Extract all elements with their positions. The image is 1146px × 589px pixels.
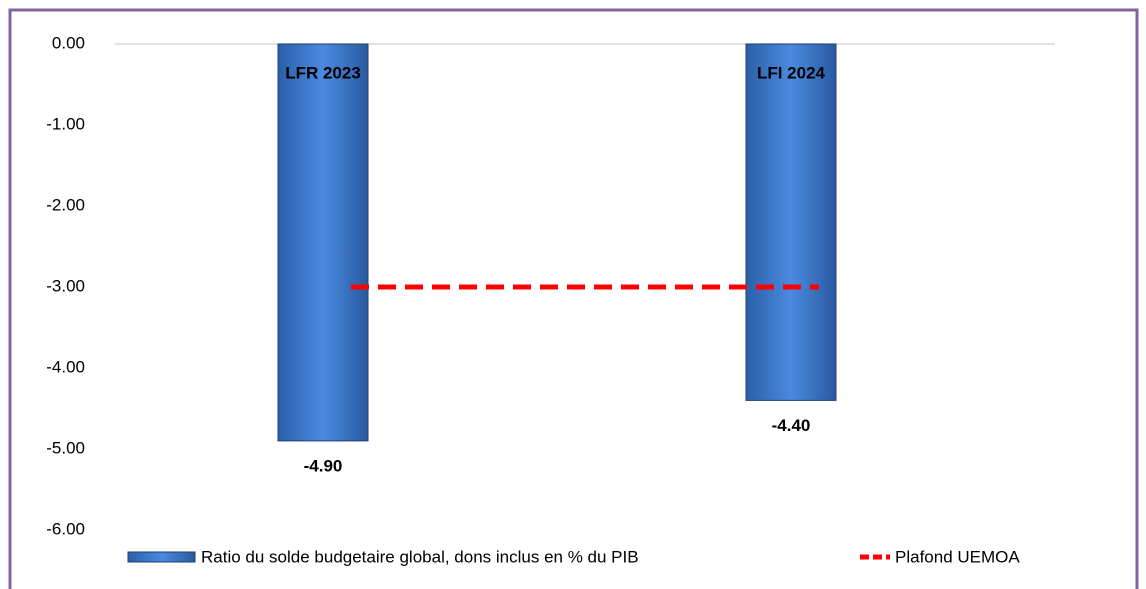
y-tick-label: -1.00 xyxy=(46,114,85,133)
legend-label: Plafond UEMOA xyxy=(895,547,1020,566)
category-label: LFR 2023 xyxy=(285,63,361,82)
legend-swatch xyxy=(127,551,196,563)
frame xyxy=(8,8,1139,589)
y-tick-label: 0.00 xyxy=(52,33,85,52)
y-tick-label: -5.00 xyxy=(46,438,85,457)
y-tick-label: -2.00 xyxy=(46,195,85,214)
category-label: LFI 2024 xyxy=(757,63,826,82)
legend-label: Ratio du solde budgetaire global, dons i… xyxy=(201,547,639,566)
y-tick-label: -6.00 xyxy=(46,519,85,538)
bar xyxy=(277,43,369,442)
y-tick-label: -4.00 xyxy=(46,357,85,376)
value-label: -4.90 xyxy=(304,456,343,475)
value-label: -4.40 xyxy=(772,416,811,435)
y-tick-label: -3.00 xyxy=(46,276,85,295)
bar xyxy=(745,43,837,401)
